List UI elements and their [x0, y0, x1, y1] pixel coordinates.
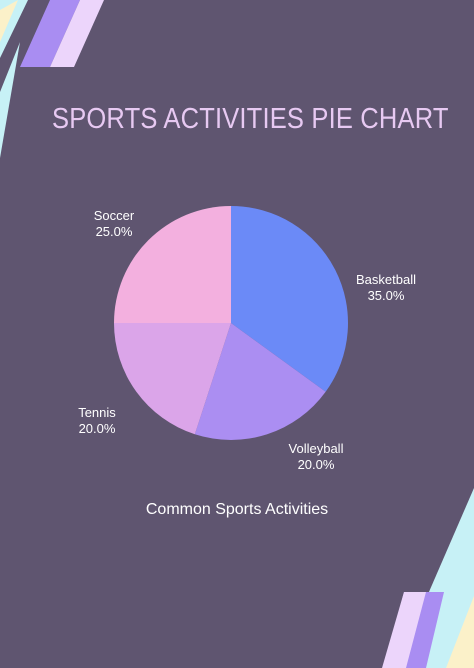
bottom-right-lilac-stripe: [382, 592, 426, 668]
chart-subtitle: Common Sports Activities: [145, 501, 329, 518]
chart-title: SPORTS ACTIVITIES PIE CHART: [52, 103, 449, 135]
label-volleyball-name: Volleyball: [288, 441, 344, 456]
pie-slice-basketball: [231, 206, 348, 392]
label-volleyball-value: 20.0%: [297, 457, 335, 472]
label-tennis-value: 20.0%: [78, 421, 116, 436]
label-basketball: Basketball 35.0%: [349, 272, 423, 304]
pie-slice-soccer: [114, 206, 231, 323]
label-tennis: Tennis 20.0%: [62, 405, 132, 437]
label-soccer-value: 25.0%: [95, 224, 133, 239]
top-left-cream-shape: [0, 0, 18, 42]
label-soccer: Soccer 25.0%: [79, 208, 149, 240]
label-soccer-name: Soccer: [93, 208, 135, 223]
label-volleyball: Volleyball 20.0%: [279, 441, 353, 473]
top-left-lilac-stripe: [50, 0, 104, 67]
bottom-right-cream-shape: [446, 596, 474, 668]
pie-slice-tennis: [114, 323, 231, 435]
label-basketball-value: 35.0%: [367, 288, 405, 303]
top-left-cyan-wedge: [0, 42, 20, 158]
pie-slice-volleyball: [194, 323, 326, 440]
label-basketball-name: Basketball: [356, 272, 416, 287]
label-tennis-name: Tennis: [78, 405, 116, 420]
top-left-purple-stripe: [20, 0, 80, 67]
